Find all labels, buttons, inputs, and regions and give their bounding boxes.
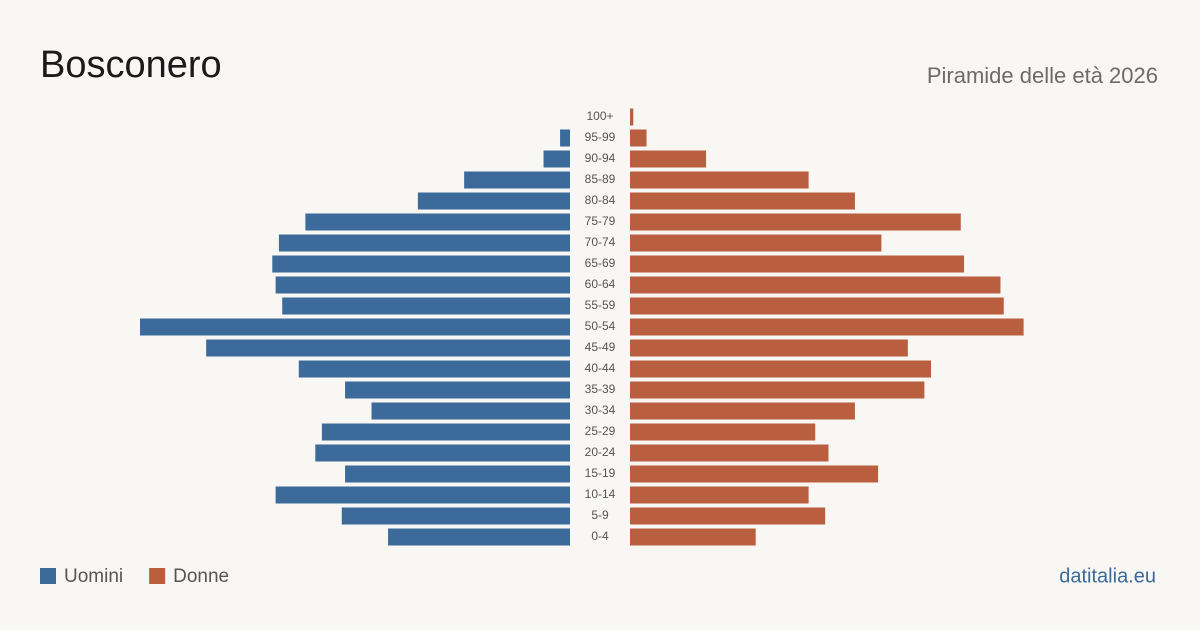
age-label: 35-39 <box>585 382 616 396</box>
legend-label: Donne <box>173 566 229 587</box>
bar <box>464 171 570 189</box>
bar <box>206 339 570 357</box>
bar <box>630 276 1001 294</box>
bar <box>560 129 570 147</box>
chart-title: Bosconero <box>40 44 222 86</box>
age-label: 0-4 <box>591 529 609 543</box>
bar <box>630 150 707 168</box>
age-label: 45-49 <box>585 340 616 354</box>
source: datitalia.eu <box>1059 565 1156 587</box>
legend-swatch <box>149 568 166 584</box>
bar <box>275 276 570 294</box>
age-label: 15-19 <box>585 466 616 480</box>
legend-swatch <box>40 568 56 584</box>
age-label: 90-94 <box>585 151 616 165</box>
bar <box>321 423 570 441</box>
bar <box>630 234 882 252</box>
age-label: 25-29 <box>585 424 616 438</box>
age-label: 40-44 <box>585 361 616 375</box>
age-label: 65-69 <box>585 256 616 270</box>
bar <box>630 192 855 210</box>
age-label: 10-14 <box>585 487 616 501</box>
bar <box>630 486 809 504</box>
bar <box>417 192 570 210</box>
bar <box>272 255 570 273</box>
bar <box>278 234 570 252</box>
age-label: 5-9 <box>591 508 609 522</box>
bar <box>345 465 570 483</box>
bar <box>630 507 826 525</box>
bar <box>305 213 570 231</box>
age-label: 55-59 <box>585 298 616 312</box>
legend-label: Uomini <box>64 566 123 587</box>
bar <box>275 486 570 504</box>
bar <box>630 423 816 441</box>
bar <box>630 402 855 420</box>
age-label: 85-89 <box>585 172 616 186</box>
bar <box>630 129 647 147</box>
bar <box>630 171 809 189</box>
bar <box>345 381 570 399</box>
bar <box>630 339 908 357</box>
age-label: 20-24 <box>585 445 616 459</box>
age-label: 95-99 <box>585 130 616 144</box>
age-label: 60-64 <box>585 277 616 291</box>
bar <box>630 297 1004 315</box>
age-label: 70-74 <box>585 235 616 249</box>
bar <box>630 381 925 399</box>
bar <box>630 255 965 273</box>
bar <box>630 528 756 546</box>
age-label: 75-79 <box>585 214 616 228</box>
age-label: 80-84 <box>585 193 616 207</box>
bar <box>630 108 634 126</box>
bar <box>341 507 570 525</box>
bar <box>282 297 570 315</box>
bar <box>140 318 570 336</box>
bar <box>543 150 570 168</box>
bar <box>630 213 961 231</box>
bar <box>630 360 931 378</box>
bar <box>630 318 1024 336</box>
bar <box>630 444 829 462</box>
chart-subtitle: Piramide delle età 2026 <box>927 63 1158 88</box>
bar <box>315 444 570 462</box>
age-label: 30-34 <box>585 403 616 417</box>
bar <box>371 402 570 420</box>
bar <box>630 465 879 483</box>
age-label: 50-54 <box>585 319 616 333</box>
age-label: 100+ <box>586 109 613 123</box>
bar <box>388 528 570 546</box>
bar <box>298 360 570 378</box>
